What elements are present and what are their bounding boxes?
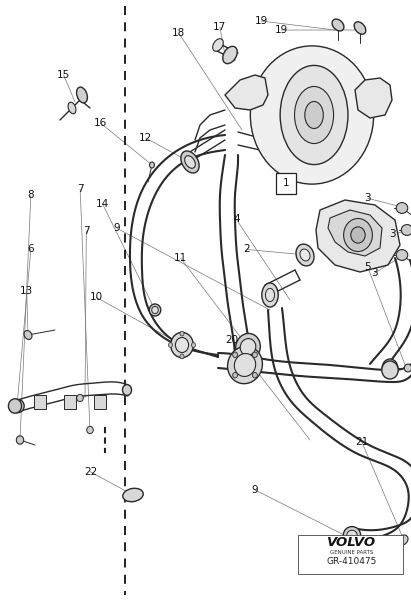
Text: 19: 19 (254, 16, 268, 26)
Ellipse shape (344, 219, 372, 252)
Text: 21: 21 (355, 437, 368, 447)
Bar (34, 395, 46, 409)
Text: 20: 20 (226, 335, 239, 344)
Text: 11: 11 (174, 254, 187, 263)
Ellipse shape (252, 352, 257, 358)
Ellipse shape (12, 400, 24, 413)
Text: 14: 14 (96, 200, 109, 209)
Text: 10: 10 (90, 293, 103, 302)
Ellipse shape (396, 203, 408, 213)
Ellipse shape (180, 354, 184, 359)
Ellipse shape (280, 66, 348, 165)
Ellipse shape (240, 338, 256, 355)
Text: 4: 4 (233, 215, 240, 224)
Ellipse shape (382, 361, 398, 379)
Ellipse shape (354, 22, 366, 34)
Ellipse shape (150, 162, 155, 168)
Ellipse shape (351, 227, 365, 243)
Ellipse shape (212, 38, 223, 51)
Ellipse shape (149, 304, 161, 316)
Text: 19: 19 (275, 25, 288, 35)
Ellipse shape (332, 19, 344, 31)
FancyBboxPatch shape (276, 173, 296, 194)
Bar (298, 535, 403, 574)
Ellipse shape (68, 102, 76, 114)
Text: 9: 9 (252, 485, 258, 495)
Ellipse shape (169, 343, 173, 347)
Text: 3: 3 (365, 194, 371, 203)
Text: 5: 5 (365, 263, 371, 272)
Ellipse shape (236, 334, 260, 361)
Ellipse shape (223, 46, 237, 64)
Ellipse shape (16, 436, 24, 444)
Ellipse shape (76, 87, 88, 103)
Ellipse shape (24, 331, 32, 340)
Text: 17: 17 (213, 22, 226, 32)
Text: 12: 12 (139, 133, 152, 143)
Text: 3: 3 (371, 269, 377, 278)
Text: 7: 7 (77, 185, 83, 194)
Text: GR-410475: GR-410475 (326, 558, 376, 566)
Ellipse shape (171, 332, 193, 358)
Bar (64, 395, 76, 409)
Polygon shape (225, 75, 268, 110)
Ellipse shape (262, 283, 278, 307)
Ellipse shape (382, 359, 398, 377)
Ellipse shape (404, 364, 411, 372)
Ellipse shape (228, 346, 263, 383)
Text: 9: 9 (114, 224, 120, 233)
Ellipse shape (175, 338, 189, 353)
Ellipse shape (347, 530, 357, 540)
Ellipse shape (398, 535, 408, 545)
Text: 18: 18 (172, 28, 185, 38)
Ellipse shape (152, 307, 158, 314)
Ellipse shape (233, 373, 238, 378)
Ellipse shape (181, 151, 199, 173)
Text: 3: 3 (389, 230, 396, 239)
Polygon shape (355, 78, 392, 118)
Ellipse shape (185, 156, 195, 168)
Text: 15: 15 (57, 70, 70, 80)
Ellipse shape (296, 244, 314, 266)
Ellipse shape (300, 249, 310, 261)
Polygon shape (328, 210, 382, 256)
Text: 16: 16 (94, 118, 107, 128)
Ellipse shape (396, 249, 408, 260)
Text: 22: 22 (84, 467, 97, 477)
Text: 7: 7 (83, 227, 90, 236)
Text: 1: 1 (282, 178, 289, 188)
Ellipse shape (343, 526, 360, 543)
Ellipse shape (180, 331, 184, 336)
Text: GENUINE PARTS: GENUINE PARTS (330, 550, 373, 555)
Ellipse shape (401, 225, 411, 236)
Ellipse shape (122, 385, 132, 395)
Ellipse shape (123, 488, 143, 502)
Ellipse shape (234, 353, 256, 376)
Text: 13: 13 (20, 287, 33, 296)
Text: VOLVO: VOLVO (327, 535, 376, 549)
Bar (94, 395, 106, 409)
Ellipse shape (192, 343, 196, 347)
Text: 6: 6 (28, 245, 34, 254)
Ellipse shape (266, 288, 275, 302)
Ellipse shape (305, 102, 323, 129)
Ellipse shape (250, 46, 374, 184)
Text: 8: 8 (28, 191, 34, 200)
Ellipse shape (252, 373, 257, 378)
Ellipse shape (233, 352, 238, 358)
Ellipse shape (87, 426, 93, 433)
Polygon shape (316, 200, 400, 272)
Ellipse shape (77, 394, 83, 401)
Text: 2: 2 (243, 245, 250, 254)
Ellipse shape (8, 399, 21, 413)
Ellipse shape (295, 87, 334, 144)
